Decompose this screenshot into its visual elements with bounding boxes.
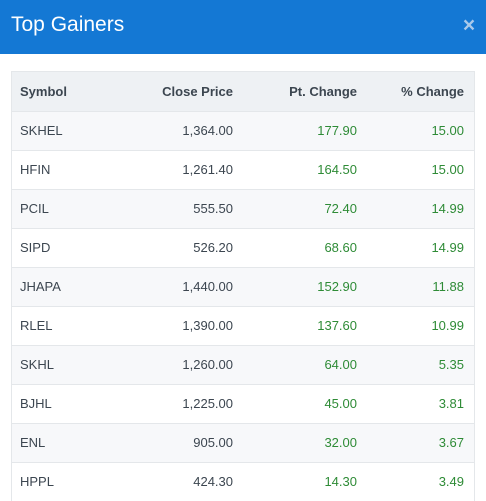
close-price-cell: 526.20 — [120, 227, 233, 267]
table-row[interactable]: SIPD 526.20 68.60 14.99 — [12, 227, 474, 267]
symbol-cell[interactable]: JHAPA — [12, 266, 120, 306]
pt-change-cell: 45.00 — [233, 383, 357, 423]
modal-title: Top Gainers — [11, 13, 125, 36]
column-header-symbol[interactable]: Symbol — [20, 83, 67, 99]
symbol-cell[interactable]: ENL — [12, 422, 120, 462]
pct-change-cell: 3.49 — [357, 461, 474, 501]
table-row[interactable]: PCIL 555.50 72.40 14.99 — [12, 188, 474, 228]
close-price-cell: 1,260.00 — [120, 344, 233, 384]
table-row[interactable]: SKHEL 1,364.00 177.90 15.00 — [12, 110, 474, 150]
pct-change-cell: 15.00 — [357, 110, 474, 150]
close-price-cell: 1,390.00 — [120, 305, 233, 345]
pt-change-cell: 152.90 — [233, 266, 357, 306]
symbol-cell[interactable]: HPPL — [12, 461, 120, 501]
table-row[interactable]: SKHL 1,260.00 64.00 5.35 — [12, 344, 474, 384]
column-header-close-price[interactable]: Close Price — [162, 83, 233, 99]
table-row[interactable]: BJHL 1,225.00 45.00 3.81 — [12, 383, 474, 423]
pt-change-cell: 68.60 — [233, 227, 357, 267]
pct-change-cell: 5.35 — [357, 344, 474, 384]
column-header-pct-change[interactable]: % Change — [401, 83, 464, 99]
table-row[interactable]: ENL 905.00 32.00 3.67 — [12, 422, 474, 462]
symbol-cell[interactable]: BJHL — [12, 383, 120, 423]
close-price-cell: 424.30 — [120, 461, 233, 501]
pct-change-cell: 10.99 — [357, 305, 474, 345]
pt-change-cell: 177.90 — [233, 110, 357, 150]
gainers-table-container: Symbol Close Price Pt. Change % Change S… — [11, 71, 475, 501]
pt-change-cell: 14.30 — [233, 461, 357, 501]
pct-change-cell: 3.67 — [357, 422, 474, 462]
pt-change-cell: 164.50 — [233, 149, 357, 189]
pct-change-cell: 14.99 — [357, 188, 474, 228]
gainers-table: Symbol Close Price Pt. Change % Change S… — [12, 72, 474, 501]
pct-change-cell: 15.00 — [357, 149, 474, 189]
pct-change-cell: 3.81 — [357, 383, 474, 423]
pct-change-cell: 14.99 — [357, 227, 474, 267]
table-row[interactable]: HPPL 424.30 14.30 3.49 — [12, 461, 474, 501]
table-header-row: Symbol Close Price Pt. Change % Change — [12, 72, 474, 111]
symbol-cell[interactable]: SIPD — [12, 227, 120, 267]
symbol-cell[interactable]: RLEL — [12, 305, 120, 345]
close-icon[interactable]: × — [462, 14, 476, 37]
pt-change-cell: 64.00 — [233, 344, 357, 384]
pt-change-cell: 72.40 — [233, 188, 357, 228]
close-price-cell: 555.50 — [120, 188, 233, 228]
table-row[interactable]: HFIN 1,261.40 164.50 15.00 — [12, 149, 474, 189]
close-price-cell: 1,364.00 — [120, 110, 233, 150]
close-price-cell: 905.00 — [120, 422, 233, 462]
close-price-cell: 1,225.00 — [120, 383, 233, 423]
pt-change-cell: 137.60 — [233, 305, 357, 345]
close-price-cell: 1,261.40 — [120, 149, 233, 189]
symbol-cell[interactable]: PCIL — [12, 188, 120, 228]
close-price-cell: 1,440.00 — [120, 266, 233, 306]
table-row[interactable]: RLEL 1,390.00 137.60 10.99 — [12, 305, 474, 345]
column-header-pt-change[interactable]: Pt. Change — [289, 83, 357, 99]
pt-change-cell: 32.00 — [233, 422, 357, 462]
modal-header: Top Gainers × — [0, 0, 486, 54]
table-row[interactable]: JHAPA 1,440.00 152.90 11.88 — [12, 266, 474, 306]
symbol-cell[interactable]: HFIN — [12, 149, 120, 189]
symbol-cell[interactable]: SKHL — [12, 344, 120, 384]
symbol-cell[interactable]: SKHEL — [12, 110, 120, 150]
pct-change-cell: 11.88 — [357, 266, 474, 306]
